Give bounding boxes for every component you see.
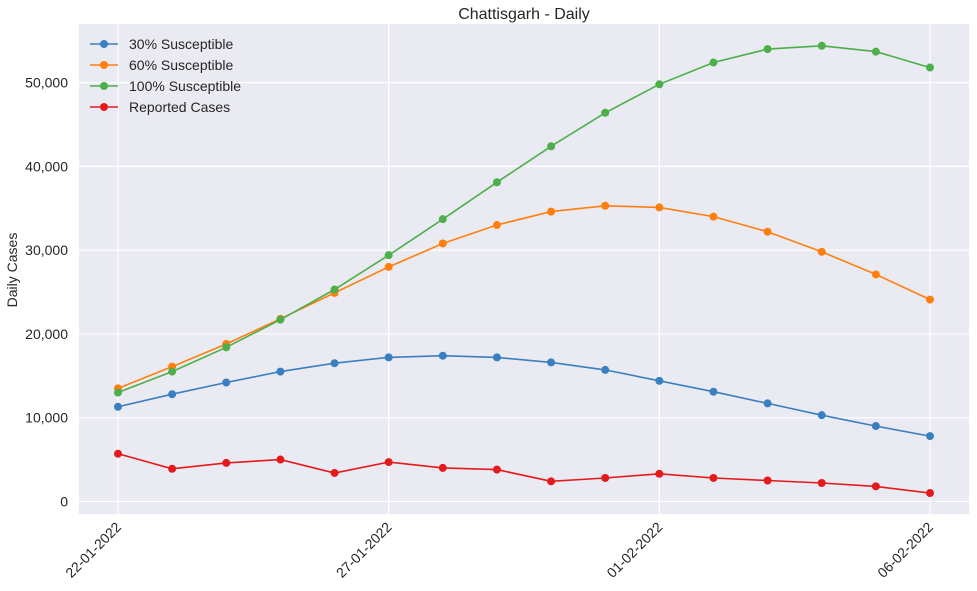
data-point [817,479,826,488]
data-point [114,402,122,411]
data-point [168,367,177,376]
data-point [222,343,231,352]
data-point [168,390,177,399]
data-point [709,387,718,396]
data-point [926,489,934,498]
data-point [547,477,556,486]
data-point [384,262,393,271]
data-point [709,58,718,67]
series-30-susceptible [114,351,934,441]
data-point [763,45,772,54]
data-point [438,463,447,472]
x-tick-label: 27-01-2022 [333,519,395,581]
data-point [655,203,664,212]
legend: 30% Susceptible 60% Susceptible 100% Susce… [90,36,241,115]
legend-label: 60% Susceptible [129,57,234,73]
series-line [117,452,931,494]
y-tick-label: 30,000 [25,242,68,258]
data-point [438,215,447,224]
data-point [330,359,339,368]
data-point [276,367,285,376]
data-point [926,432,934,441]
x-tick-labels: 22-01-2022 27-01-2022 01-02-2022 06-02-2022 [62,519,936,581]
data-point [114,388,122,397]
data-point [601,473,610,482]
x-tick-label: 06-02-2022 [874,519,936,581]
y-tick-label: 10,000 [25,410,68,426]
data-point [709,212,718,221]
series-line [117,44,931,394]
data-point [492,353,501,362]
data-point [871,482,880,491]
data-point [601,108,610,117]
legend-label: 100% Susceptible [129,78,241,94]
data-point [222,458,231,467]
data-point [438,351,447,360]
chart-title: Chattisgarh - Daily [458,6,590,23]
data-point [222,378,231,387]
y-tick-label: 20,000 [25,326,68,342]
data-point [655,80,664,89]
data-point [655,376,664,385]
data-point [438,239,447,248]
y-tick-label: 40,000 [25,158,68,174]
data-point [384,251,393,260]
data-point [817,41,826,50]
data-point [330,468,339,477]
data-point [817,247,826,256]
y-tick-label: 50,000 [25,75,68,91]
data-point [384,458,393,467]
data-point [547,207,556,216]
legend-marker [100,40,108,48]
data-point [871,270,880,279]
data-point [763,399,772,408]
legend-label: 30% Susceptible [129,36,234,52]
data-point [168,464,177,473]
data-point [601,365,610,374]
data-point [492,465,501,474]
data-point [492,221,501,230]
legend-label: Reported Cases [129,99,230,115]
data-point [871,422,880,431]
data-point [926,63,934,72]
legend-marker [100,103,108,111]
data-point [492,178,501,187]
data-point [384,353,393,362]
data-point [114,449,122,458]
data-point [763,476,772,485]
series-reported-cases [114,449,934,498]
legend-marker [100,61,108,69]
data-point [655,469,664,478]
data-point [871,47,880,56]
y-tick-labels: 0 10,000 20,000 30,000 40,000 50,000 [25,75,68,510]
data-point [547,358,556,367]
legend-marker [100,82,108,90]
data-point [926,295,934,304]
data-point [276,455,285,464]
data-point [601,201,610,210]
data-point [547,142,556,151]
data-point [763,227,772,236]
y-axis-label: Daily Cases [4,233,20,308]
plot-background [79,24,969,514]
series-line [117,204,931,390]
data-point [276,315,285,324]
series-layer [114,41,934,498]
series-line [117,354,931,437]
data-point [330,285,339,294]
data-point [817,411,826,420]
data-point [709,473,718,482]
series-100-susceptible [114,41,934,397]
x-tick-label: 01-02-2022 [603,519,665,581]
x-tick-label: 22-01-2022 [62,519,124,581]
y-tick-label: 0 [60,493,68,509]
